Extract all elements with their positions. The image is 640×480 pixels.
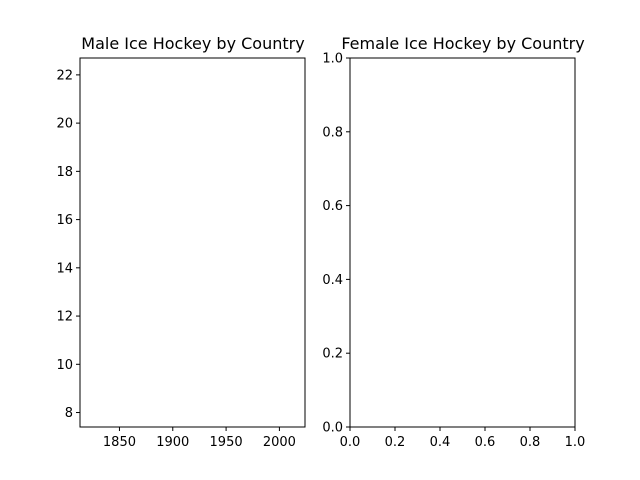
male-y-tick-label: 8: [65, 406, 73, 421]
female-ice-hockey-panel: Female Ice Hockey by Country 0.0 0.2 0.4 0.…: [322, 34, 585, 450]
male-y-tick-label: 22: [56, 68, 73, 83]
female-y-tick-label: 0.6: [322, 199, 343, 214]
female-x-tick-label: 0.8: [520, 435, 541, 450]
male-axis-ticks: 1850 1900 1950 2000 8 10 12 14 16 18 20 22: [56, 68, 296, 450]
female-y-tick-label: 0.4: [322, 273, 343, 288]
male-x-tick-label: 1950: [210, 435, 243, 450]
female-axis-ticks: 0.0 0.2 0.4 0.6 0.8 1.0 0.0 0.2 0.4 0.6 0.8 1.0: [322, 52, 585, 451]
female-chart-title: Female Ice Hockey by Country: [341, 34, 584, 53]
male-y-tick-label: 10: [56, 358, 73, 373]
male-x-tick-label: 1900: [156, 435, 189, 450]
male-plot-area: [79, 57, 306, 428]
female-x-tick-label: 0.6: [475, 435, 496, 450]
male-y-tick-label: 12: [56, 310, 73, 325]
female-x-tick-label: 0.0: [340, 435, 361, 450]
male-y-tick-label: 16: [56, 213, 73, 228]
male-y-tick-label: 20: [56, 117, 73, 132]
female-y-tick-label: 0.8: [322, 125, 343, 140]
male-ice-hockey-panel: Male Ice Hockey by Country 1850 1900 1950 2…: [56, 34, 306, 450]
female-y-tick-label: 1.0: [322, 52, 343, 67]
male-y-tick-label: 18: [56, 165, 73, 180]
female-x-tick-label: 0.4: [430, 435, 451, 450]
female-y-tick-label: 0.2: [322, 347, 343, 362]
female-x-tick-label: 1.0: [565, 435, 586, 450]
male-y-tick-label: 14: [56, 261, 73, 276]
male-x-tick-label: 1850: [103, 435, 136, 450]
female-x-tick-label: 0.2: [385, 435, 406, 450]
male-chart-title: Male Ice Hockey by Country: [81, 34, 304, 53]
female-y-tick-label: 0.0: [322, 421, 343, 436]
female-plot-area: [349, 57, 576, 428]
male-x-tick-label: 2000: [263, 435, 296, 450]
